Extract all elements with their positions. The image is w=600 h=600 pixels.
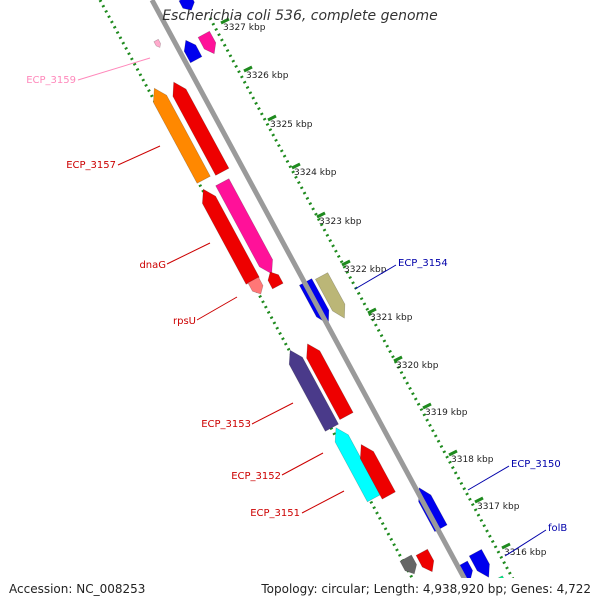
top-gene-b <box>197 30 217 55</box>
scale-tick-label: 3324 kbp <box>294 168 337 178</box>
scale-tick-label: 3318 kbp <box>451 455 494 465</box>
scale-tick-label: 3326 kbp <box>246 71 289 81</box>
scale-major-tick <box>501 542 511 550</box>
scale-tick-label: 3321 kbp <box>370 313 413 323</box>
accession-text: Accession: NC_008253 <box>9 582 146 596</box>
top-gene-c <box>178 0 195 11</box>
gene-label-leader <box>117 145 161 166</box>
gene-label-leader <box>354 264 397 290</box>
scale-major-tick <box>291 162 301 170</box>
scale-major-tick <box>422 402 432 410</box>
scale-tick-label: 3323 kbp <box>319 217 362 227</box>
scale-major-tick <box>448 449 458 457</box>
gene-label-ecp-3153[interactable]: ECP_3153 <box>201 419 251 430</box>
scale-tick-label: 3316 kbp <box>504 548 547 558</box>
gene-label-leader <box>504 529 547 557</box>
gene-label-ecp-3157[interactable]: ECP_3157 <box>66 160 116 171</box>
gene-label-rpsu[interactable]: rpsU <box>173 316 196 327</box>
scale-tick-label: 3319 kbp <box>425 408 468 418</box>
bottom-gene-a <box>399 554 417 575</box>
scale-major-tick <box>367 307 377 315</box>
dnag-neighbor <box>215 178 273 275</box>
gene-label-leader <box>301 490 345 514</box>
inner-tick-track <box>208 17 522 593</box>
scale-major-tick <box>341 259 351 267</box>
scale-tick-label: 3317 kbp <box>477 502 520 512</box>
feature-track <box>153 0 507 592</box>
ecp_3154-feature <box>314 272 346 319</box>
scale-major-tick <box>393 355 403 363</box>
scale-tick-label: 3320 kbp <box>396 361 439 371</box>
scale-major-tick <box>316 211 326 219</box>
ecp_3153-neighbor <box>306 343 354 421</box>
gene-label-ecp-3151[interactable]: ECP_3151 <box>250 508 300 519</box>
genome-backbone <box>149 0 479 600</box>
scale-major-tick <box>243 65 253 73</box>
scale-major-tick <box>220 17 230 25</box>
scale-tick-label: 3322 kbp <box>344 265 387 275</box>
scale-major-tick <box>474 496 484 504</box>
top-gene-a <box>183 39 203 64</box>
ecp_3159-feature <box>153 38 161 48</box>
ecp_3152-feature <box>334 427 382 503</box>
gene-label-folb[interactable]: folB <box>548 523 567 534</box>
folb-feature <box>468 548 490 578</box>
gene-label-leader <box>281 452 324 476</box>
gene-label-leader <box>196 296 238 321</box>
gene-label-ecp-3152[interactable]: ECP_3152 <box>231 471 281 482</box>
rpsu-feature <box>247 276 264 295</box>
gene-label-leader <box>166 242 211 265</box>
gene-label-ecp-3150[interactable]: ECP_3150 <box>511 459 561 470</box>
scale-major-tick <box>267 114 277 122</box>
ecp_3157-neighbor <box>172 81 230 176</box>
ecp_3152-neighbor <box>359 444 396 500</box>
ecp_3150-feature <box>418 487 448 533</box>
gene-label-leader <box>467 465 510 491</box>
gene-label-ecp-3154[interactable]: ECP_3154 <box>398 258 448 269</box>
rpsu-neighbor <box>267 271 284 290</box>
scale-tick-label: 3325 kbp <box>270 120 313 130</box>
gene-labels: ECP_3159 ECP_3157 dnaG rpsU ECP_3153 ECP_3152… <box>26 57 567 557</box>
genome-title: Escherichia coli 536, complete genome <box>162 8 438 24</box>
gene-label-leader <box>77 57 151 81</box>
scale-labels: 3316 kbp 3317 kbp 3318 kbp 3319 kbp 3320 kbp… <box>220 17 547 558</box>
gene-label-ecp-3159[interactable]: ECP_3159 <box>26 75 76 86</box>
ecp_3157-feature <box>153 87 211 184</box>
scale-tick-label: 3327 kbp <box>223 23 266 33</box>
gene-label-dnag[interactable]: dnaG <box>139 260 166 271</box>
ecp_3153-feature <box>288 349 339 432</box>
bottom-gene-b <box>415 548 435 573</box>
footer-bar: Accession: NC_008253 Topology: circular;… <box>0 578 600 600</box>
gene-label-leader <box>251 402 294 425</box>
genome-summary: Topology: circular; Length: 4,938,920 bp… <box>261 582 591 596</box>
